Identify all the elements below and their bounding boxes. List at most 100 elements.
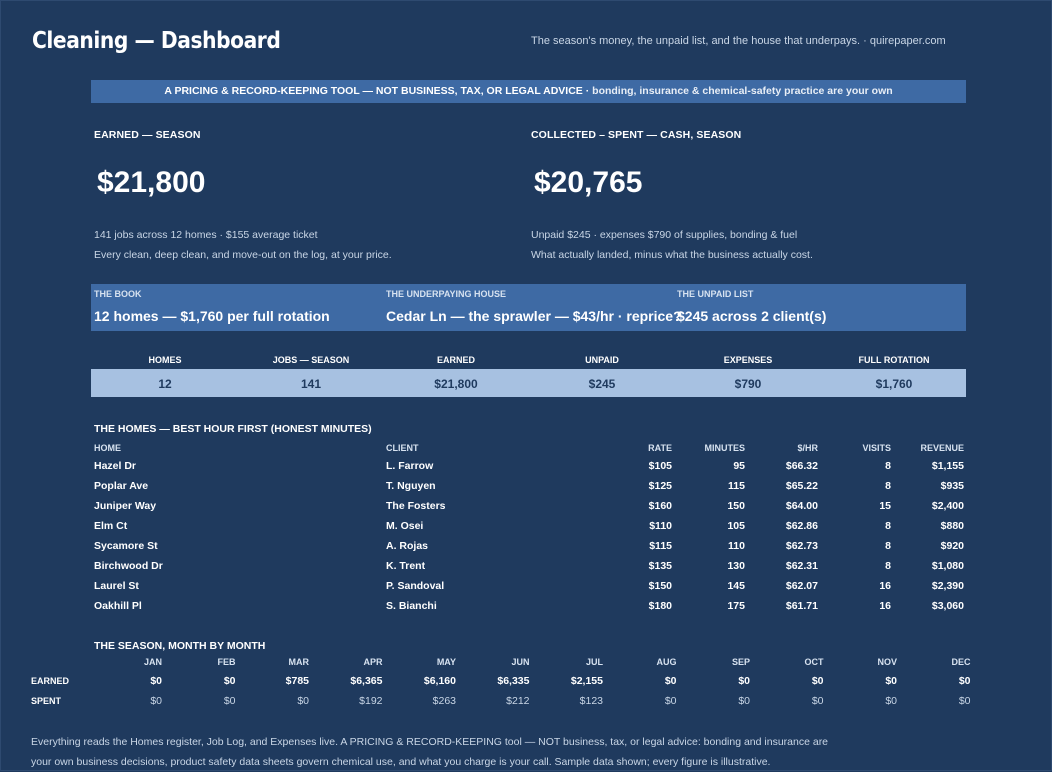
stat-header: HOMES bbox=[148, 355, 182, 365]
month-spent-value: $0 bbox=[885, 695, 897, 707]
per-hour-cell: $62.86 bbox=[785, 520, 818, 532]
column-header-client: CLIENT bbox=[386, 443, 419, 453]
season-section-title: THE SEASON, MONTH BY MONTH bbox=[94, 640, 266, 652]
month-header: SEP bbox=[731, 657, 750, 667]
month-earned-value: $0 bbox=[150, 675, 162, 687]
visits-cell: 16 bbox=[879, 580, 891, 592]
month-header: AUG bbox=[656, 657, 677, 667]
stat-value-unpaid: $245 bbox=[588, 377, 616, 391]
minutes-cell: 110 bbox=[728, 540, 745, 552]
stat-header: EARNED bbox=[436, 355, 475, 365]
stat-header: JOBS — SEASON bbox=[272, 355, 350, 365]
month-earned-value: $0 bbox=[223, 675, 236, 687]
band-book-value: 12 homes — $1,760 per full rotation bbox=[94, 308, 330, 324]
banner-main: A PRICING & RECORD-KEEPING TOOL — NOT BU… bbox=[164, 85, 593, 97]
per-hour-cell: $65.22 bbox=[785, 480, 818, 492]
visits-cell: 16 bbox=[879, 600, 891, 612]
rate-cell: $105 bbox=[648, 460, 672, 472]
cash-kpi-label: COLLECTED – SPENT — CASH, SEASON bbox=[531, 129, 742, 141]
band-underpaying-label: THE UNDERPAYING HOUSE bbox=[386, 289, 507, 299]
home-cell: Juniper Way bbox=[94, 500, 157, 512]
per-hour-cell: $62.31 bbox=[785, 560, 818, 572]
month-spent-value: $192 bbox=[359, 695, 383, 707]
month-spent-value: $0 bbox=[958, 695, 971, 707]
season-spent-label: SPENT bbox=[31, 696, 62, 706]
earned-kpi-label: EARNED — SEASON bbox=[94, 129, 201, 141]
client-cell: L. Farrow bbox=[386, 460, 434, 472]
month-header: JAN bbox=[143, 657, 162, 667]
month-spent-value: $212 bbox=[506, 695, 530, 707]
column-header-rate: RATE bbox=[648, 443, 672, 453]
per-hour-cell: $66.32 bbox=[785, 460, 818, 472]
stat-strip bbox=[91, 369, 966, 397]
home-cell: Poplar Ave bbox=[94, 480, 149, 492]
stat-value-rotation: $1,760 bbox=[875, 377, 913, 391]
season-earned-label: EARNED bbox=[31, 676, 70, 686]
month-earned-value: $6,335 bbox=[497, 675, 530, 687]
visits-cell: 8 bbox=[885, 560, 891, 572]
client-cell: T. Nguyen bbox=[386, 480, 436, 492]
month-header: DEC bbox=[951, 657, 971, 667]
month-header: FEB bbox=[217, 657, 236, 667]
page-tagline: The season's money, the unpaid list, and… bbox=[531, 35, 946, 47]
revenue-cell: $1,155 bbox=[931, 460, 964, 472]
month-spent-value: $0 bbox=[297, 695, 309, 707]
per-hour-cell: $62.07 bbox=[785, 580, 818, 592]
revenue-cell: $1,080 bbox=[931, 560, 964, 572]
band-unpaid-value: $245 across 2 client(s) bbox=[677, 308, 827, 324]
revenue-cell: $2,390 bbox=[931, 580, 964, 592]
stat-value-homes: 12 bbox=[158, 377, 172, 391]
band-book-label: THE BOOK bbox=[94, 289, 142, 299]
cash-kpi-value: $20,765 bbox=[534, 166, 643, 199]
rate-cell: $125 bbox=[648, 480, 672, 492]
column-header-revenue: REVENUE bbox=[920, 443, 964, 453]
month-earned-value: $2,155 bbox=[570, 675, 603, 687]
minutes-cell: 145 bbox=[727, 580, 745, 592]
revenue-cell: $935 bbox=[940, 480, 964, 492]
home-cell: Elm Ct bbox=[94, 520, 128, 532]
home-cell: Birchwood Dr bbox=[94, 560, 163, 572]
earned-kpi-note-2: Every clean, deep clean, and move-out on… bbox=[94, 249, 392, 261]
month-earned-value: $6,160 bbox=[423, 675, 456, 687]
month-spent-value: $0 bbox=[223, 695, 236, 707]
per-hour-cell: $62.73 bbox=[785, 540, 818, 552]
stat-header: UNPAID bbox=[585, 355, 619, 365]
rate-cell: $150 bbox=[648, 580, 672, 592]
highlight-band: THE BOOK 12 homes — $1,760 per full rota… bbox=[91, 284, 966, 331]
stat-value-jobs: 141 bbox=[300, 377, 322, 391]
footer-note: Everything reads the Homes register, Job… bbox=[31, 736, 829, 768]
client-cell: M. Osei bbox=[386, 520, 424, 532]
column-header-visits: VISITS bbox=[862, 443, 891, 453]
per-hour-cell: $61.71 bbox=[785, 600, 818, 612]
home-cell: Oakhill Pl bbox=[94, 600, 142, 612]
visits-cell: 8 bbox=[885, 520, 891, 532]
minutes-cell: 105 bbox=[727, 520, 745, 532]
month-header: OCT bbox=[804, 657, 824, 667]
page-title: Cleaning — Dashboard bbox=[32, 28, 281, 54]
revenue-cell: $880 bbox=[940, 520, 964, 532]
month-earned-value: $785 bbox=[285, 675, 309, 687]
cash-kpi-note-2: What actually landed, minus what the bus… bbox=[531, 249, 813, 261]
rate-cell: $180 bbox=[648, 600, 672, 612]
disclaimer-banner: A PRICING & RECORD-KEEPING TOOL — NOT BU… bbox=[91, 80, 966, 103]
month-earned-value: $0 bbox=[664, 675, 677, 687]
month-header: JUL bbox=[585, 657, 603, 667]
rate-cell: $115 bbox=[649, 540, 672, 552]
client-cell: S. Bianchi bbox=[386, 600, 437, 612]
revenue-cell: $2,400 bbox=[931, 500, 964, 512]
stat-header: EXPENSES bbox=[723, 355, 773, 365]
rate-cell: $160 bbox=[648, 500, 672, 512]
cash-kpi-note-1: Unpaid $245 · expenses $790 of supplies,… bbox=[531, 229, 798, 241]
per-hour-cell: $64.00 bbox=[785, 500, 818, 512]
band-unpaid-label: THE UNPAID LIST bbox=[677, 289, 754, 299]
home-cell: Laurel St bbox=[94, 580, 139, 592]
visits-cell: 8 bbox=[885, 540, 891, 552]
month-header: MAR bbox=[288, 657, 310, 667]
month-spent-value: $0 bbox=[811, 695, 824, 707]
month-earned-value: $0 bbox=[811, 675, 824, 687]
revenue-cell: $3,060 bbox=[931, 600, 964, 612]
rate-cell: $110 bbox=[649, 520, 672, 532]
month-header: APR bbox=[363, 657, 383, 667]
stat-value-earned: $21,800 bbox=[434, 377, 478, 391]
revenue-cell: $920 bbox=[940, 540, 964, 552]
